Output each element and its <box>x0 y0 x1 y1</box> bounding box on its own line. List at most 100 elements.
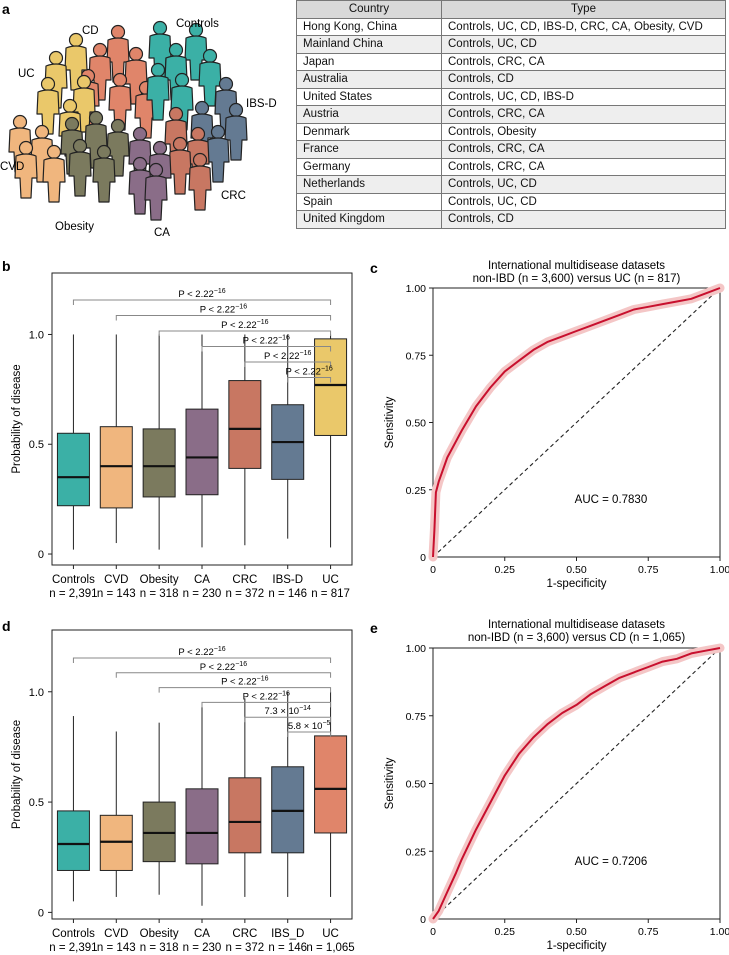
y-tick-label: 1.0 <box>29 329 44 341</box>
type-cell: Controls, UC, CD <box>441 35 726 54</box>
person-icon <box>146 62 170 121</box>
significance-bracket <box>158 330 332 336</box>
x-tick-label: 0.75 <box>638 926 659 938</box>
table-row: Denmark Controls, Obesity <box>296 122 726 141</box>
table-row: Netherlands Controls, UC, CD <box>296 175 726 194</box>
box-cvd <box>99 731 133 897</box>
x-tick-label: 0.50 <box>566 564 587 576</box>
p-value-label: P < 2.22−16 <box>243 335 290 347</box>
person-body <box>92 157 116 203</box>
x-tick-label: Controls <box>52 574 95 586</box>
significance-bracket <box>201 701 332 708</box>
p-value-exponent: −16 <box>257 319 269 326</box>
x-tick-label: Obesity <box>140 574 179 586</box>
person-head <box>190 126 206 142</box>
person-icon <box>184 22 208 81</box>
n-label: n = 372 <box>226 588 265 600</box>
person-icon <box>144 162 168 221</box>
y-axis-label: Sensitivity <box>384 396 396 448</box>
p-value-label: P < 2.22−16 <box>221 676 268 688</box>
x-tick-label: CRC <box>232 928 257 940</box>
p-value-text: P < 2.22 <box>178 289 213 300</box>
p-value-exponent: −16 <box>214 646 226 653</box>
person-body <box>42 157 66 203</box>
roc-curve <box>432 287 721 558</box>
person-body <box>146 75 170 121</box>
y-tick-label: 0.25 <box>406 846 427 858</box>
type-cell: Controls, CRC, CA <box>441 52 726 71</box>
person-head <box>132 156 148 172</box>
person-head <box>152 20 168 36</box>
box-iqr <box>142 428 176 498</box>
person-icon <box>106 24 130 83</box>
roc-cd-chart: e International multidisease datasetsnon… <box>370 619 729 952</box>
p-value-exponent: −16 <box>278 335 290 342</box>
person-head <box>194 100 210 116</box>
p-value-text: P < 2.22 <box>264 351 299 362</box>
country-type-table: Country Type Hong Kong, China Controls, U… <box>296 0 726 229</box>
type-cell: Controls, UC, CD <box>441 175 726 194</box>
group-label-ibs-d: IBS-D <box>246 98 277 110</box>
significance-bracket <box>115 672 332 678</box>
auc-annotation: AUC = 0.7206 <box>575 856 648 868</box>
person-head <box>48 50 64 66</box>
y-tick-label: 0.5 <box>29 439 44 451</box>
person-head <box>62 98 78 114</box>
p-value-exponent: −14 <box>299 705 311 712</box>
y-axis-label: Probability of disease <box>11 720 23 829</box>
table-row: United States Controls, UC, CD, IBS-D <box>296 87 726 106</box>
patient-groups-illustration: a CD Controls UC IBS-D CVD CRC Obesity C… <box>0 1 277 239</box>
person-head <box>92 42 108 58</box>
table-row: France Controls, CRC, CA <box>296 140 726 159</box>
p-value-exponent: −16 <box>278 690 290 697</box>
person-icon <box>206 124 230 183</box>
table-row: United Kingdom Controls, CD <box>296 210 726 229</box>
roc-uc-chart: c International multidisease datasetsnon… <box>370 260 729 590</box>
p-value-text: P < 2.22 <box>178 647 213 658</box>
country-cell: Japan <box>296 52 442 71</box>
p-value-exponent: −16 <box>321 366 333 373</box>
panel-label-e: e <box>370 620 378 636</box>
person-head <box>228 102 244 118</box>
country-cell: United States <box>296 87 442 106</box>
country-cell: Australia <box>296 70 442 89</box>
n-label: n = 230 <box>183 588 222 600</box>
p-value-label: P < 2.22−16 <box>221 319 268 331</box>
auc-annotation: AUC = 0.7830 <box>575 494 648 506</box>
diagonal-reference-line <box>432 287 721 558</box>
table-header-row: Country Type <box>296 0 726 19</box>
x-tick-label: CRC <box>232 574 257 586</box>
n-label: n = 2,391 <box>49 588 97 600</box>
box-iqr <box>228 777 262 854</box>
y-axis-label: Probability of disease <box>11 364 23 473</box>
box-iqr <box>56 810 90 871</box>
y-tick-label: 0 <box>420 914 426 926</box>
x-tick-label: CA <box>194 928 210 940</box>
panel-label-c: c <box>370 260 378 276</box>
box-crc <box>228 698 262 897</box>
x-tick-label: 0 <box>430 564 436 576</box>
y-tick-label: 0 <box>420 552 426 564</box>
p-value-label: P < 2.22−16 <box>285 366 332 378</box>
person-icon <box>188 152 212 211</box>
type-cell: Controls, CRC, CA <box>441 157 726 176</box>
n-label: n = 2,391 <box>49 942 97 954</box>
person-body <box>144 175 168 221</box>
chart-subtitle: non-IBD (n = 3,600) versus CD (n = 1,065… <box>468 632 685 644</box>
box-obesity <box>142 334 176 550</box>
type-cell: Controls, CD <box>441 70 726 89</box>
p-value-label: P < 2.22−16 <box>200 304 247 316</box>
person-head <box>110 118 126 134</box>
person-icon <box>168 136 192 195</box>
type-cell: Controls, UC, CD, IBS-D, CRC, CA, Obesit… <box>441 17 726 36</box>
person-head <box>96 144 112 160</box>
person-head <box>76 74 92 90</box>
group-label-cvd: CVD <box>0 161 24 173</box>
x-tick-label: CVD <box>104 574 128 586</box>
p-value-exponent: −16 <box>214 288 226 295</box>
roc-curve <box>432 647 721 920</box>
box-iqr <box>314 735 348 834</box>
x-axis-label: 1-specificity <box>546 940 606 952</box>
person-head <box>172 136 188 152</box>
person-head <box>64 116 80 132</box>
